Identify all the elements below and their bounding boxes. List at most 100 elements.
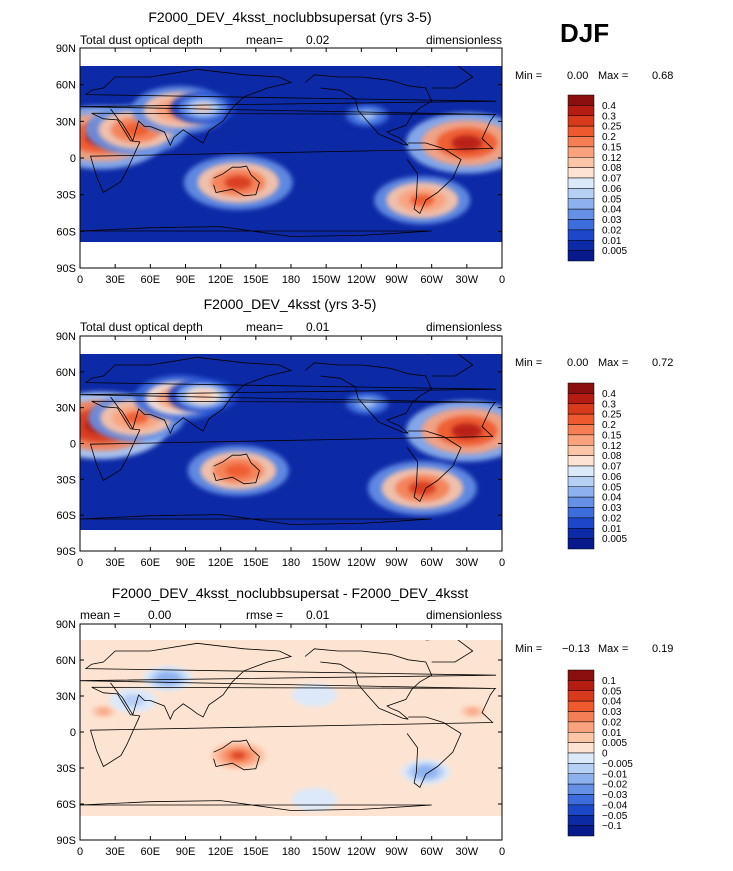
mean-label: mean= <box>246 33 283 47</box>
coastline <box>406 142 462 215</box>
colorbar-label: 0.3 <box>602 111 616 122</box>
colorbar-swatch <box>567 188 595 199</box>
colorbar-swatch <box>567 177 595 189</box>
colorbar-label: 0.15 <box>602 430 622 441</box>
colorbar-label: 0.06 <box>602 472 622 483</box>
colorbar-swatch <box>567 496 595 508</box>
x-tick-label: 0 <box>499 557 505 569</box>
mean-value: 0.00 <box>148 608 172 622</box>
coastline <box>425 66 474 89</box>
colorbar-label: 0.04 <box>602 697 622 708</box>
y-tick-label: 90S <box>56 546 76 558</box>
colorbar-swatch <box>567 208 595 220</box>
coastline <box>80 356 497 435</box>
coastline <box>80 642 497 721</box>
x-tick-label: 120W <box>347 274 376 286</box>
units-label: dimensionless <box>426 608 502 622</box>
x-tick-label: 0 <box>77 846 83 858</box>
colorbar-label: 0.03 <box>602 707 622 718</box>
colorbar-swatch <box>567 424 595 436</box>
colorbar-label: −0.04 <box>602 800 628 811</box>
colorbar-label: 0.005 <box>602 246 627 257</box>
colorbar-label: −0.03 <box>602 790 628 801</box>
units-label: dimensionless <box>426 320 502 334</box>
field-contour <box>410 194 435 207</box>
min-value: 0.00 <box>567 357 588 369</box>
colorbar-label: −0.02 <box>602 780 628 791</box>
axis-ticks: 0 30E 60E 90E 120E 150E 180 150W 120W 90W 60W 30W 09… <box>56 43 505 286</box>
colorbar-swatch <box>567 825 595 837</box>
min-value: −0.13 <box>562 643 590 655</box>
colorbar-swatch <box>567 240 595 251</box>
min-label: Min = <box>515 643 542 655</box>
colorbar-label: 0.1 <box>602 676 616 687</box>
y-tick-label: 30N <box>56 403 76 415</box>
coastline <box>213 453 260 485</box>
colorbar-label: 0.25 <box>602 122 622 133</box>
colorbar-swatch <box>567 528 595 539</box>
y-tick-label: 90S <box>56 263 76 275</box>
panel-title: F2000_DEV_4ksst_noclubbsupersat - F2000_… <box>112 585 469 601</box>
colorbar-label: 0.005 <box>602 534 627 545</box>
x-tick-label: 30W <box>456 557 479 569</box>
colorbar-label: −0.05 <box>602 811 628 822</box>
panel-bottom: F2000_DEV_4ksst_noclubbsupersat - F2000_… <box>56 585 674 858</box>
rmse-label: rmse = <box>246 608 283 622</box>
x-tick-label: 90E <box>176 557 196 569</box>
y-tick-label: 60S <box>56 510 76 522</box>
x-tick-label: 180 <box>282 274 300 286</box>
field-contour <box>231 752 246 759</box>
field-contour <box>466 708 479 715</box>
colorbar-label: 0.01 <box>602 728 622 739</box>
x-tick-label: 60W <box>420 557 443 569</box>
x-tick-label: 120E <box>208 557 234 569</box>
panel-middle: F2000_DEV_4ksst (yrs 3-5) Total dust opt… <box>56 296 674 569</box>
field-contour <box>126 697 139 704</box>
axis-ticks: 0 30E 60E 90E 120E 150E 180 150W 120W 90W 60W 30W 09… <box>56 331 505 569</box>
field-contour <box>224 175 252 190</box>
mean-label: mean= <box>246 320 283 334</box>
x-tick-label: 150E <box>243 846 269 858</box>
colorbar-swatch <box>567 250 595 262</box>
colorbar-swatch <box>567 763 595 774</box>
colorbar-label: 0.01 <box>602 524 622 535</box>
colorbar-swatch <box>567 393 595 404</box>
colorbar-swatch <box>567 773 595 785</box>
mean-value: 0.02 <box>306 33 330 47</box>
max-value: 0.68 <box>652 70 673 82</box>
colorbar-label: 0.01 <box>602 236 622 247</box>
field-contour <box>419 768 433 776</box>
coastline <box>89 686 497 768</box>
colorbar-label: 0.02 <box>602 513 622 524</box>
field-contour <box>308 796 321 803</box>
mean-label: mean = <box>80 608 120 622</box>
field-background <box>80 640 502 816</box>
colorbar-swatch <box>567 125 595 137</box>
colorbar-label: 0.05 <box>602 482 622 493</box>
y-tick-label: 60N <box>56 367 76 379</box>
field-contour <box>194 103 212 112</box>
field-contour <box>408 481 436 496</box>
coastline <box>406 716 462 789</box>
x-tick-label: 60E <box>141 274 161 286</box>
coastline <box>213 739 260 771</box>
colorbar-label: 0.2 <box>602 132 616 143</box>
coastline <box>406 430 462 503</box>
max-label: Max = <box>598 357 628 369</box>
x-tick-label: 0 <box>77 557 83 569</box>
y-tick-label: 0 <box>70 439 76 451</box>
max-label: Max = <box>598 70 628 82</box>
y-tick-label: 30S <box>56 474 76 486</box>
units-label: dimensionless <box>426 33 502 47</box>
colorbar-label: 0 <box>602 749 608 760</box>
coastline <box>304 362 433 434</box>
colorbar-label: 0.07 <box>602 174 622 185</box>
y-tick-label: 60N <box>56 655 76 667</box>
field-contour <box>225 464 251 477</box>
y-tick-label: 0 <box>70 727 76 739</box>
colorbar-swatch <box>567 669 595 681</box>
x-tick-label: 120W <box>347 846 376 858</box>
x-tick-label: 0 <box>499 846 505 858</box>
colorbar-label: 0.4 <box>602 101 616 112</box>
